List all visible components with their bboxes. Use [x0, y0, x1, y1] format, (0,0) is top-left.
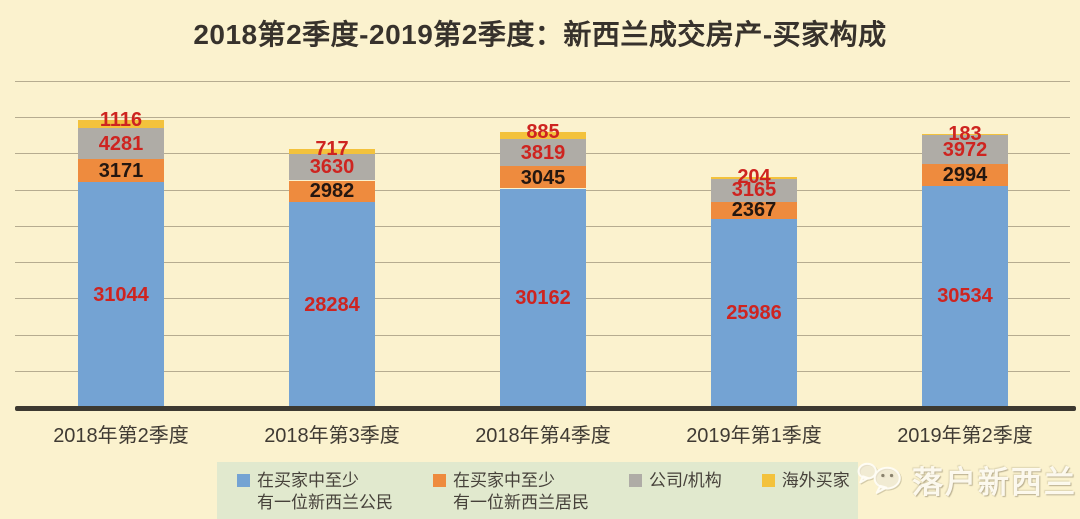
legend-label: 在买家中至少 有一位新西兰居民	[453, 471, 589, 512]
bar-3-segment-2	[500, 166, 586, 189]
legend-item: 海外买家	[761, 470, 850, 492]
bar-4-segment-3	[711, 178, 797, 202]
bar-value-label: 4281	[98, 132, 144, 155]
bar-value-label: 25986	[726, 301, 782, 324]
bar-5-segment-4	[922, 134, 1008, 136]
bar-4-segment-4	[711, 177, 797, 179]
x-axis-label: 2018年第2季度	[53, 425, 189, 447]
bar-2-segment-2	[289, 180, 375, 203]
bar-1-segment-2	[78, 159, 164, 183]
bar-5-segment-3	[922, 135, 1008, 165]
bar-5-segment-2	[922, 164, 1008, 186]
bar-value-label: 885	[526, 121, 560, 144]
legend: 在买家中至少 有一位新西兰公民 在买家中至少 有一位新西兰居民 公司/机构 海外买家	[217, 462, 858, 519]
bar-2-segment-3	[289, 154, 375, 181]
legend-swatch-icon	[761, 474, 775, 487]
bar-value-label: 2994	[942, 164, 988, 186]
legend-label: 在买家中至少 有一位新西兰公民	[257, 471, 393, 512]
bar-value-label: 183	[948, 123, 982, 145]
gridline	[15, 117, 1070, 119]
x-axis-label: 2019年第2季度	[897, 425, 1033, 447]
bar-value-label: 3171	[98, 159, 144, 182]
bar-4-segment-1	[711, 218, 797, 407]
bar-value-label: 204	[737, 166, 771, 189]
gridline	[15, 81, 1070, 82]
bar-value-label: 1116	[99, 109, 143, 131]
bar-3-segment-4	[500, 132, 586, 139]
watermark-text: 落户新西兰	[912, 464, 1077, 500]
bar-1-segment-1	[78, 182, 164, 407]
legend-item: 公司/机构	[629, 470, 722, 492]
legend-swatch-icon	[433, 474, 446, 487]
bar-value-label: 30534	[937, 285, 993, 308]
bar-3-segment-3	[500, 138, 586, 167]
legend-swatch-icon	[629, 474, 642, 487]
bar-2-segment-1	[289, 202, 375, 407]
legend-swatch-icon	[237, 474, 250, 487]
legend-label: 公司/机构	[649, 471, 722, 490]
x-axis-line	[15, 406, 1076, 411]
bar-value-label: 3630	[309, 156, 355, 179]
bar-5-segment-1	[922, 185, 1008, 407]
bar-value-label: 3972	[942, 138, 988, 161]
bar-value-label: 3165	[731, 179, 777, 202]
bar-value-label: 3819	[520, 141, 566, 164]
x-axis-label: 2018年第3季度	[264, 425, 400, 447]
bar-4-segment-2	[711, 201, 797, 219]
wechat-icon	[857, 462, 901, 494]
bar-3-segment-1	[500, 188, 586, 407]
bar-value-label: 717	[315, 138, 349, 160]
chart-title: 2018第2季度-2019第2季度：新西兰成交房产-买家构成	[193, 19, 887, 50]
bar-value-label: 30162	[515, 286, 571, 309]
watermark: 落户新西兰	[856, 446, 1080, 512]
bar-2-segment-4	[289, 149, 375, 155]
legend-label: 海外买家	[781, 471, 850, 490]
bar-value-label: 3045	[520, 166, 566, 189]
bar-value-label: 2367	[731, 199, 777, 222]
bar-value-label: 2982	[309, 180, 355, 203]
bar-1-segment-3	[78, 128, 164, 160]
bar-value-label: 31044	[93, 283, 149, 306]
x-axis-label: 2019年第1季度	[686, 425, 822, 447]
legend-item: 在买家中至少 有一位新西兰公民	[237, 470, 393, 514]
x-axis-label: 2018年第4季度	[475, 425, 611, 447]
bar-value-label: 28284	[304, 293, 360, 316]
legend-item: 在买家中至少 有一位新西兰居民	[433, 470, 589, 514]
bar-1-segment-4	[78, 120, 164, 129]
